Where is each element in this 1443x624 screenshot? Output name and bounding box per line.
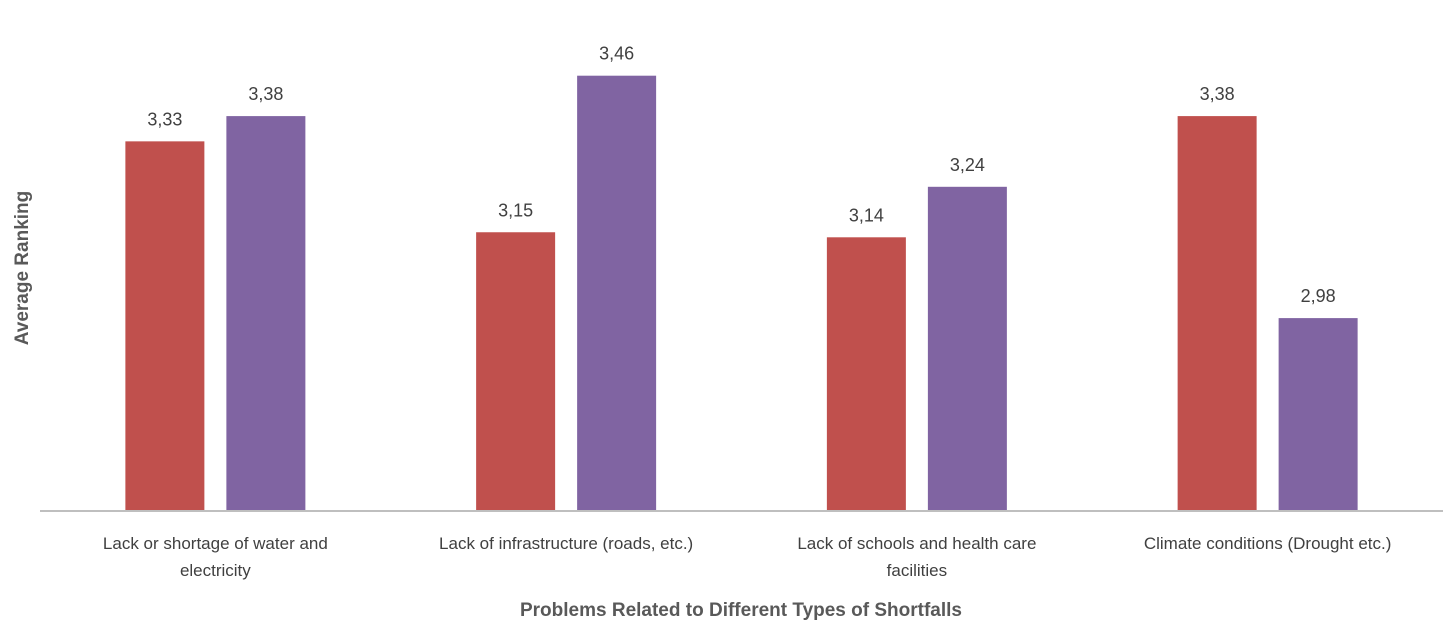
x-tick-label-1: Lack or shortage of water and electricity — [103, 534, 328, 580]
bar-4-series-2 — [1278, 318, 1358, 510]
y-axis-label: Average Ranking — [12, 191, 33, 346]
x-tick-label-4: Climate conditions (Drought etc.) — [1144, 534, 1392, 553]
bar-3-series-1 — [826, 237, 906, 511]
bars-layer — [125, 75, 1358, 511]
x-tick-labels-layer: Lack or shortage of water and electricity… — [103, 534, 1391, 580]
data-label-4-series-2: 2,98 — [1301, 286, 1336, 306]
data-labels-layer: 3,33 3,38 3,15 3,46 3,14 3,24 3,38 2,98 — [147, 44, 1335, 306]
bar-3-series-2 — [927, 186, 1007, 511]
bar-2-series-1 — [476, 232, 556, 510]
data-label-1-series-1: 3,33 — [147, 109, 182, 129]
data-label-3-series-2: 3,24 — [950, 155, 985, 175]
x-axis-label: Problems Related to Different Types of S… — [520, 600, 962, 621]
x-tick-label-2: Lack of infrastructure (roads, etc.) — [439, 534, 693, 553]
bar-1-series-1 — [125, 141, 205, 510]
data-label-1-series-2: 3,38 — [248, 84, 283, 104]
bar-1-series-2 — [226, 116, 306, 510]
x-tick-label-3: Lack of schools and health care facilitie… — [797, 534, 1036, 580]
data-label-2-series-2: 3,46 — [599, 44, 634, 64]
bar-4-series-1 — [1177, 116, 1257, 510]
data-label-4-series-1: 3,38 — [1200, 84, 1235, 104]
data-label-2-series-1: 3,15 — [498, 200, 533, 220]
bar-2-series-2 — [577, 75, 657, 510]
data-label-3-series-1: 3,14 — [849, 205, 884, 225]
